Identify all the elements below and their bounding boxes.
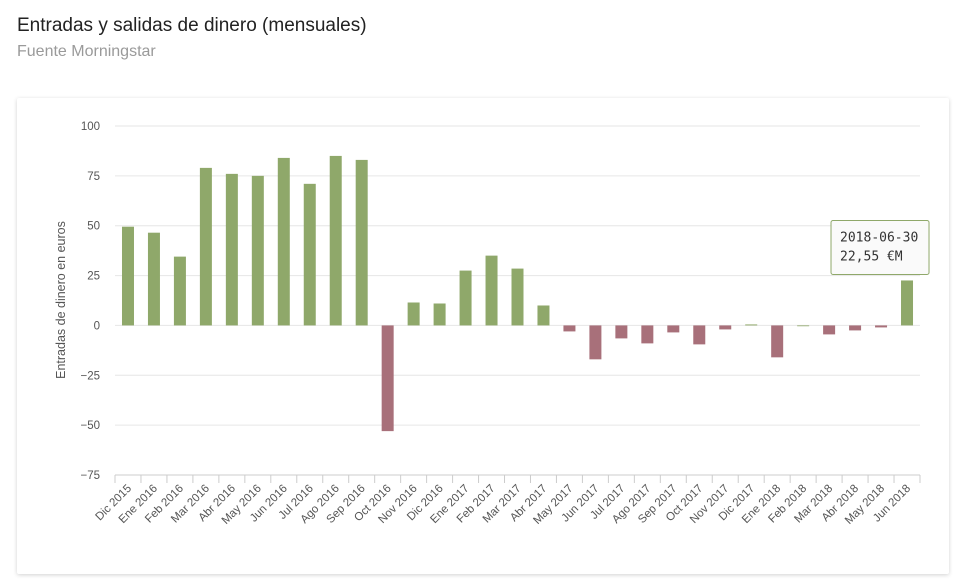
bar[interactable] [381, 325, 394, 432]
bar[interactable] [641, 325, 654, 344]
bar[interactable] [355, 159, 368, 326]
tooltip-value: 22,55 €M [840, 249, 903, 264]
x-axis [114, 474, 921, 483]
bar[interactable] [797, 325, 810, 327]
bar[interactable] [485, 255, 498, 326]
bar[interactable] [173, 256, 186, 326]
bar[interactable] [225, 173, 238, 326]
chart-subtitle: Fuente Morningstar [17, 43, 156, 60]
bar[interactable] [875, 325, 888, 328]
bar[interactable] [719, 325, 732, 330]
bar[interactable] [511, 268, 524, 326]
bar[interactable] [667, 325, 680, 333]
bar[interactable] [251, 175, 264, 326]
y-tick-label: 25 [87, 271, 100, 283]
bar[interactable] [407, 302, 420, 326]
chart-title: Entradas y salidas de dinero (mensuales) [17, 15, 367, 36]
bar[interactable] [303, 183, 316, 326]
y-axis-ticks: 100 75 50 25 0 −25 −50 −75 [80, 121, 100, 482]
tooltip-box [830, 219, 930, 275]
tooltip: 2018-06-30 22,55 €M [830, 219, 930, 275]
y-tick-label: −25 [80, 370, 100, 382]
bar[interactable] [901, 280, 914, 326]
bar[interactable] [771, 325, 784, 358]
bar[interactable] [537, 305, 550, 326]
y-tick-label: −75 [80, 470, 100, 482]
y-tick-label: 100 [81, 121, 100, 133]
bar[interactable] [433, 303, 446, 326]
y-tick-label: 50 [87, 221, 100, 233]
chart-card [17, 98, 949, 574]
bar[interactable] [563, 325, 576, 332]
bar[interactable] [589, 325, 602, 360]
y-axis-title: Entradas de dinero en euros [54, 221, 68, 379]
bar[interactable] [849, 325, 862, 331]
bar[interactable] [693, 325, 706, 345]
tooltip-date: 2018-06-30 [840, 230, 918, 245]
bar[interactable] [459, 270, 472, 326]
bar[interactable] [199, 167, 212, 326]
y-tick-label: 0 [94, 320, 100, 332]
bar[interactable] [121, 226, 134, 326]
y-tick-label: −50 [80, 420, 100, 432]
bar[interactable] [823, 325, 836, 335]
bar[interactable] [277, 157, 290, 326]
y-tick-label: 75 [87, 171, 100, 183]
bar[interactable] [615, 325, 628, 339]
bar[interactable] [745, 324, 758, 326]
bars [121, 155, 914, 432]
bar[interactable] [329, 155, 342, 326]
bar[interactable] [147, 232, 160, 326]
